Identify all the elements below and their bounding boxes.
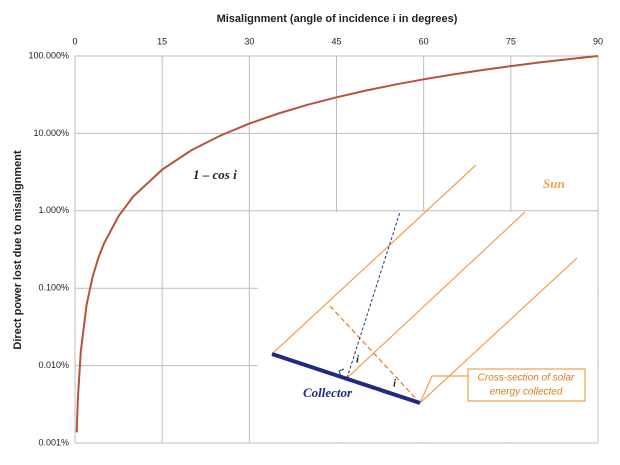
ray: [419, 257, 578, 404]
sun-label: Sun: [543, 176, 565, 191]
curve-label: 1 – cos i: [193, 167, 237, 182]
callout-leader: [419, 375, 468, 404]
collector-label: Collector: [303, 385, 353, 400]
cross-section: [329, 305, 421, 404]
y-axis-title: Direct power lost due to misalignment: [12, 150, 24, 350]
x-tick-label: 0: [72, 36, 77, 46]
sun-rays: [271, 164, 586, 404]
callout-box: [467, 368, 586, 402]
collector: [271, 352, 421, 405]
angle-label: i: [393, 378, 397, 390]
y-tick-label: 0.001%: [38, 437, 69, 447]
callout-text: Cross-section of solar: [478, 373, 575, 384]
x-tick-label: 60: [419, 36, 429, 46]
x-tick-label: 45: [331, 36, 341, 46]
callout-text: energy collected: [490, 387, 563, 398]
inset-background: [258, 212, 597, 442]
y-tick-label: 1.000%: [38, 205, 69, 215]
x-axis-title: Misalignment (angle of incidence i in de…: [217, 13, 458, 25]
ray: [346, 211, 526, 379]
inset-diagram: [258, 164, 597, 442]
right-angle: [338, 368, 345, 377]
x-tick-label: 75: [506, 36, 516, 46]
y-tick-label: 0.100%: [38, 283, 69, 293]
data-line: [75, 55, 599, 433]
x-tick-label: 15: [157, 36, 167, 46]
x-tick-label: 30: [244, 36, 254, 46]
angle-label: i: [356, 354, 360, 366]
y-tick-label: 10.000%: [33, 128, 69, 138]
y-tick-label: 0.010%: [38, 360, 69, 370]
ray: [271, 164, 477, 355]
x-tick-label: 90: [593, 36, 603, 46]
normal: [346, 211, 401, 379]
y-tick-label: 100.000%: [28, 50, 69, 60]
